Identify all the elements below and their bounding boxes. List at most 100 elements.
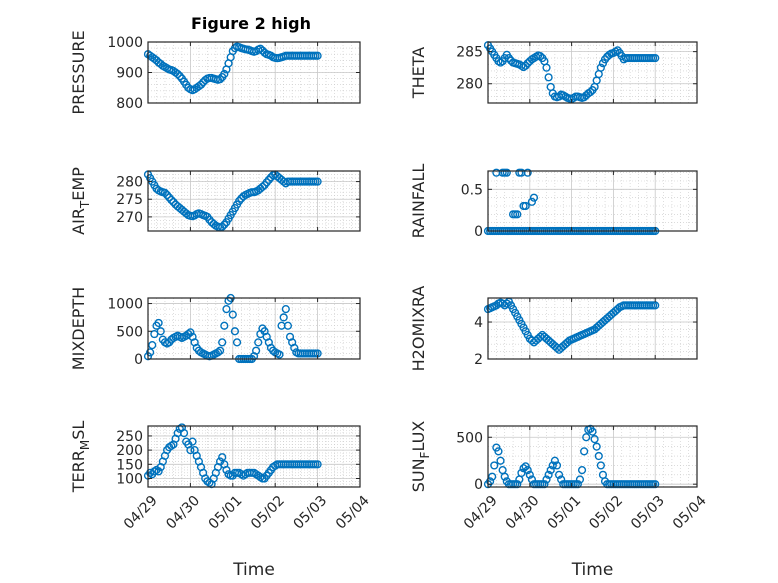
- mixdepth-data-point: [222, 304, 231, 314]
- sun_flux-x-axis-label: Time: [571, 560, 614, 580]
- mixdepth-data-point: [232, 338, 242, 347]
- air_temp-data-point: [313, 177, 322, 186]
- theta-data-point: [544, 73, 553, 82]
- sun_flux-data-point: [544, 470, 553, 479]
- sun_flux-data-point: [552, 461, 562, 470]
- mixdepth-y-axis-label: MIXDEPTH: [69, 287, 88, 370]
- rainfall-data-point: [521, 201, 530, 211]
- h2omixra-data-point: [502, 299, 511, 308]
- mixdepth-axes-box: [147, 297, 361, 360]
- mixdepth-data-point: [220, 321, 229, 330]
- rainfall-data-point: [523, 168, 532, 177]
- figure-title: Figure 2 high: [191, 14, 311, 33]
- theta-data-point: [536, 52, 545, 61]
- mixdepth-chart: 0 500 1000 MIXDEPTH: [69, 287, 361, 370]
- air_temp-data-point: [167, 195, 176, 205]
- theta-y-tick-label: 280: [456, 77, 483, 93]
- sun_flux-data-point: [496, 456, 505, 465]
- rainfall-data-point: [502, 168, 511, 177]
- h2omixra-axes-box: [487, 297, 698, 360]
- sun_flux-data-point: [490, 461, 499, 470]
- air_temp-data-point: [205, 215, 214, 224]
- sun_flux-data-point: [588, 427, 597, 436]
- mixdepth-data-point: [218, 338, 227, 347]
- h2omixra-y-tick-label: 4: [474, 315, 483, 331]
- mixdepth-data-point: [290, 343, 299, 353]
- pressure-data-point: [220, 69, 229, 79]
- sun_flux-data-point: [590, 435, 599, 444]
- mixdepth-data-point: [213, 348, 223, 357]
- h2omixra-chart: 2 4 H2OMIXRA: [409, 286, 698, 372]
- mixdepth-data-point: [254, 338, 263, 347]
- h2omixra-series: [483, 297, 660, 354]
- sun_flux-data-point: [523, 466, 532, 475]
- terr_msl-data-point: [222, 465, 231, 475]
- pressure-data-point: [175, 72, 184, 81]
- mixdepth-data-point: [154, 318, 163, 328]
- sun_flux-data-point: [582, 433, 591, 442]
- terr_msl-axes-box: [147, 425, 361, 488]
- air_temp-axes-box: [147, 170, 361, 232]
- rainfall-plot-area: [488, 171, 697, 231]
- sun_flux-data-point: [580, 447, 589, 456]
- sun_flux-data-point: [575, 475, 585, 484]
- sun_flux-data-point: [500, 472, 509, 481]
- air_temp-data-point: [169, 197, 178, 207]
- air_temp-data-point: [160, 188, 170, 197]
- rainfall-y-tick-label: 0: [474, 224, 483, 240]
- air_temp-y-axis-label: AIRTEMP: [69, 167, 92, 235]
- theta-axes-box: [487, 41, 698, 104]
- air_temp-data-point: [258, 182, 267, 191]
- air_temp-plot-area: [148, 171, 360, 231]
- mixdepth-data-point: [281, 304, 290, 314]
- mixdepth-data-point: [279, 313, 288, 322]
- air_temp-y-tick-label: 275: [116, 192, 143, 208]
- sun_flux-y-tick-label: 0: [474, 477, 483, 493]
- mixdepth-y-tick-label: 0: [134, 352, 143, 368]
- terr_msl-y-tick-label: 100: [116, 471, 143, 487]
- pressure-data-point: [196, 80, 206, 89]
- theta-y-tick-label: 285: [456, 45, 483, 61]
- rainfall-chart: 0 0.5 RAINFALL: [409, 164, 698, 240]
- rainfall-axes-box: [487, 170, 698, 232]
- sun_flux-data-point: [546, 466, 555, 475]
- sun_flux-data-point: [557, 475, 566, 484]
- sun_flux-data-point: [577, 466, 587, 475]
- mixdepth-y-tick-label: 1000: [107, 297, 143, 313]
- sun_flux-axes-box: [487, 425, 698, 488]
- terr_msl-data-point: [154, 467, 163, 476]
- sun_flux-data-point: [550, 456, 559, 465]
- pressure-y-axis-label: PRESSURE: [69, 30, 88, 114]
- theta-data-point: [586, 87, 595, 97]
- theta-data-point: [542, 63, 551, 72]
- rainfall-data-point: [527, 197, 536, 206]
- theta-data-point: [596, 63, 605, 72]
- terr_msl-x-axis-label: Time: [232, 560, 275, 580]
- theta-y-axis-label: THETA: [409, 47, 428, 99]
- theta-chart: 280 285 THETA: [409, 41, 698, 104]
- pressure-y-tick-label: 1000: [107, 35, 143, 51]
- air_temp-data-point: [264, 175, 273, 184]
- rainfall-y-tick-label: 0.5: [461, 182, 483, 198]
- mixdepth-data-point: [230, 327, 240, 336]
- air_temp-y-tick-label: 270: [116, 210, 143, 226]
- mixdepth-data-point: [228, 310, 237, 319]
- terr_msl-y-tick-label: 200: [116, 443, 143, 459]
- air_temp-data-point: [165, 193, 174, 202]
- h2omixra-y-axis-label: H2OMIXRA: [409, 286, 428, 372]
- mixdepth-data-point: [283, 321, 293, 330]
- mixdepth-data-point: [146, 348, 155, 357]
- sun_flux-data-point: [554, 470, 564, 479]
- terr_msl-series: [143, 423, 322, 489]
- terr_msl-data-point: [188, 437, 197, 446]
- terr_msl-data-point: [218, 453, 227, 462]
- terr_msl-data-point: [186, 446, 195, 455]
- pressure-data-point: [215, 75, 225, 84]
- sun_flux-data-point: [525, 470, 534, 479]
- rainfall-y-axis-label: RAINFALL: [409, 164, 428, 239]
- sun_flux-y-axis-label: SUNFLUX: [409, 421, 432, 493]
- mixdepth-data-point: [156, 327, 165, 336]
